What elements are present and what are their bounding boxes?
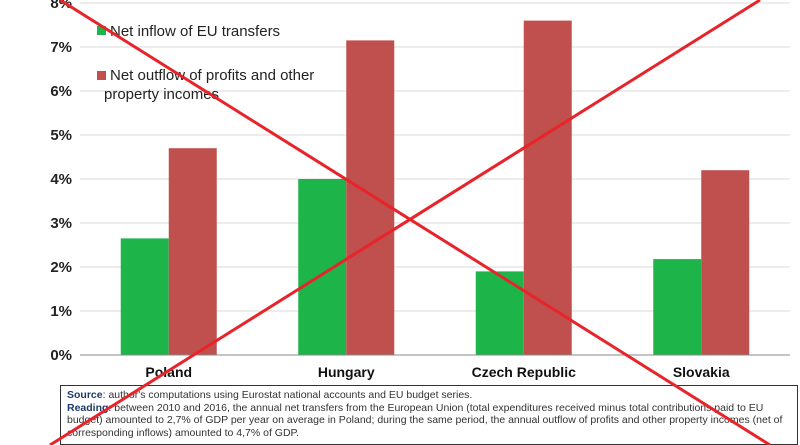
y-tick-label: 0%: [50, 347, 72, 364]
reading-label: Reading: [67, 401, 109, 414]
x-axis-categories: Poland Hungary Czech Republic Slovakia: [145, 364, 729, 380]
category-label: Poland: [145, 364, 192, 380]
source-note-box: Source: author's computations using Euro…: [60, 385, 798, 445]
y-tick-label: 6%: [50, 83, 72, 100]
bar-eu-transfers-hungary: [298, 179, 347, 355]
y-tick-label: 4%: [50, 171, 72, 188]
legend-label-profit-outflow-line1: Net outflow of profits and other: [110, 67, 314, 84]
y-axis-ticks: 0% 1% 2% 3% 4% 5% 6% 7% 8%: [50, 0, 72, 364]
legend-label-eu-transfers: Net inflow of EU transfers: [110, 23, 280, 40]
category-label: Czech Republic: [472, 364, 576, 380]
bar-profit-outflow-czech-republic: [523, 20, 572, 355]
y-tick-label: 8%: [50, 0, 72, 12]
bar-eu-transfers-czech-republic: [475, 271, 524, 355]
source-text: : author's computations using Eurostat n…: [102, 389, 473, 401]
y-tick-label: 5%: [50, 127, 72, 144]
category-label: Hungary: [318, 364, 375, 380]
y-tick-label: 7%: [50, 39, 72, 56]
y-tick-label: 2%: [50, 259, 72, 276]
y-tick-label: 3%: [50, 215, 72, 232]
y-tick-label: 1%: [50, 303, 72, 320]
bar-profit-outflow-poland: [168, 148, 217, 355]
legend-swatch-eu-transfers: [97, 26, 106, 35]
source-label: Source: [67, 389, 103, 401]
bar-eu-transfers-poland: [120, 238, 169, 355]
bar-eu-transfers-slovakia: [653, 259, 702, 355]
reading-text: : between 2010 and 2016, the annual net …: [67, 401, 783, 439]
legend-label-profit-outflow-line2: property incomes: [104, 86, 219, 103]
legend-swatch-profit-outflow: [97, 71, 106, 80]
category-label: Slovakia: [673, 364, 730, 380]
bar-profit-outflow-hungary: [346, 40, 395, 356]
bar-profit-outflow-slovakia: [701, 170, 750, 355]
